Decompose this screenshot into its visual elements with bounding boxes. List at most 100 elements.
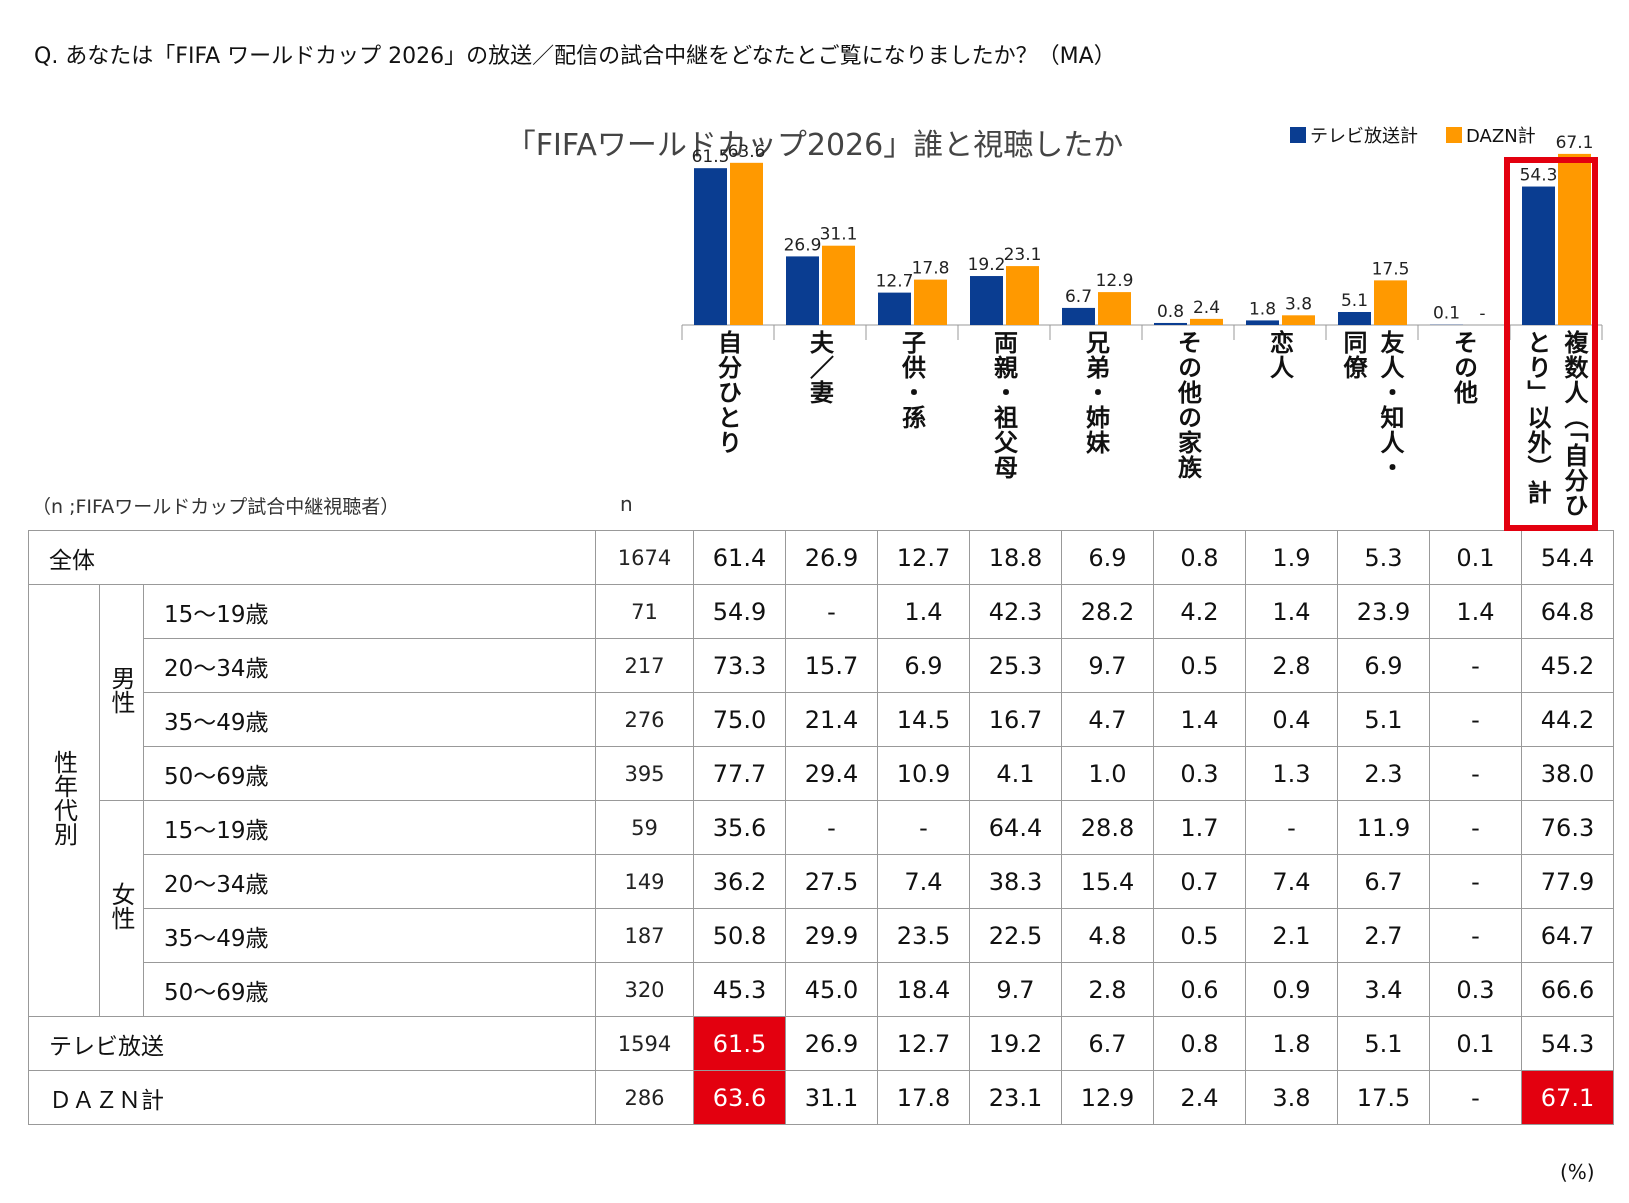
bar-value-label: 26.9 — [784, 235, 822, 255]
n-cell: 395 — [595, 746, 694, 801]
value-cell: 1.4 — [1245, 584, 1338, 639]
row-label: 20～34歳 — [143, 638, 596, 693]
value-cell: 66.6 — [1521, 962, 1614, 1017]
table-row: 性年代別 男性 15～19歳 71 54.9-1.4 42.3 28.2 4.2 1.4 23.9… — [28, 584, 1614, 1017]
row-label: 15～19歳 — [143, 800, 596, 855]
question-text: Q. あなたは「FIFA ワールドカップ 2026」の放送／配信の試合中継をどな… — [34, 44, 1116, 69]
value-cell: 12.7 — [877, 1016, 970, 1071]
value-cell: 73.3 — [693, 638, 786, 693]
row-label: 20～34歳 — [143, 854, 596, 909]
value-cell: - — [1429, 1070, 1522, 1125]
bar-dazn — [1006, 266, 1039, 325]
value-cell: 23.9 — [1337, 584, 1430, 639]
value-cell: 5.1 — [1337, 1016, 1430, 1071]
value-cell: 64.4 — [969, 800, 1062, 855]
column-header-text: その他 — [1449, 330, 1478, 405]
legend: テレビ放送計 DAZN計 — [1290, 122, 1536, 148]
bar-tv — [878, 292, 911, 325]
value-cell: 27.5 — [785, 854, 878, 909]
bar-value-label: 63.6 — [728, 142, 766, 162]
value-cell: 76.3 — [1521, 800, 1614, 855]
value-cell: 12.9 — [1061, 1070, 1154, 1125]
value-cell: 0.1 — [1429, 1016, 1522, 1071]
row-label: 35～49歳 — [143, 692, 596, 747]
value-cell: 9.7 — [969, 962, 1062, 1017]
bar-tv — [1338, 311, 1371, 325]
value-cell: 21.4 — [785, 692, 878, 747]
value-cell: - — [1429, 638, 1522, 693]
bar-tv — [786, 256, 819, 325]
value-cell: 5.3 — [1337, 530, 1430, 585]
table-row: ＤＡＺＮ計 286 63.6 31.1 17.8 23.1 12.9 2.4 3.8 17.5-6… — [28, 1070, 1614, 1125]
value-cell: 1.7 — [1153, 800, 1246, 855]
value-cell: 36.2 — [693, 854, 786, 909]
group-label: 性年代別 — [49, 749, 78, 846]
value-cell: 0.6 — [1153, 962, 1246, 1017]
value-cell: 17.5 — [1337, 1070, 1430, 1125]
value-cell: 44.2 — [1521, 692, 1614, 747]
column-header: その他の家族 — [1142, 330, 1234, 530]
gender-label-cell: 女性 — [99, 800, 144, 1017]
value-cell: 3.4 — [1337, 962, 1430, 1017]
value-cell: 1.8 — [1245, 1016, 1338, 1071]
bar-value-label: 0.1 — [1433, 304, 1460, 324]
value-cell: 28.8 — [1061, 800, 1154, 855]
bar-value-label: 0.8 — [1157, 302, 1184, 322]
row-label: 35～49歳 — [143, 908, 596, 963]
value-cell: 2.1 — [1245, 908, 1338, 963]
column-header-text: 自分ひとり — [713, 330, 742, 455]
value-cell: 45.2 — [1521, 638, 1614, 693]
table-row: 20～34歳 149 36.2 27.5 7.4 38.3 15.4 0.7 7.4 6.7-77… — [29, 854, 1614, 909]
value-cell: 2.7 — [1337, 908, 1430, 963]
value-cell: 26.9 — [785, 1016, 878, 1071]
n-cell: 1674 — [595, 530, 694, 585]
value-cell: 0.4 — [1245, 692, 1338, 747]
value-cell: 23.5 — [877, 908, 970, 963]
value-cell: 6.9 — [1061, 530, 1154, 585]
value-cell: 10.9 — [877, 746, 970, 801]
value-cell: 6.9 — [877, 638, 970, 693]
column-header-text: その他の家族 — [1173, 330, 1202, 480]
n-cell: 59 — [595, 800, 694, 855]
value-cell: 25.3 — [969, 638, 1062, 693]
value-cell: 11.9 — [1337, 800, 1430, 855]
data-table: 全体 1674 61.4 26.9 12.7 18.8 6.9 0.8 1.9 5.3 0.1 54.… — [28, 530, 1614, 1125]
value-cell: 4.8 — [1061, 908, 1154, 963]
table-row: 35～49歳 276 75.0 21.4 14.5 16.7 4.7 1.4 0.4 5.1-44… — [29, 692, 1614, 747]
value-cell: - — [1429, 800, 1522, 855]
legend-swatch-tv — [1290, 127, 1306, 143]
bar-value-label: 3.8 — [1285, 294, 1312, 314]
value-cell: 77.9 — [1521, 854, 1614, 909]
bar-value-label: 12.7 — [876, 272, 914, 292]
value-cell: 4.1 — [969, 746, 1062, 801]
value-cell: 42.3 — [969, 584, 1062, 639]
row-label: テレビ放送 — [28, 1016, 596, 1071]
column-header: 複数人（「自分ひ とり」以外）計 — [1510, 330, 1602, 530]
value-cell: 1.4 — [1153, 692, 1246, 747]
value-cell: 38.0 — [1521, 746, 1614, 801]
highlight-box — [1504, 157, 1598, 531]
legend-label-dazn: DAZN計 — [1466, 126, 1536, 147]
column-header-text: 友人・知人・ — [1376, 330, 1404, 480]
n-cell: 276 — [595, 692, 694, 747]
value-cell: 19.2 — [969, 1016, 1062, 1071]
n-cell: 149 — [595, 854, 694, 909]
row-label: 50～69歳 — [143, 962, 596, 1017]
column-header: 友人・知人・ 同僚 — [1326, 330, 1418, 530]
value-cell: 0.3 — [1153, 746, 1246, 801]
value-cell: 0.8 — [1153, 530, 1246, 585]
bar-tv — [1062, 307, 1095, 325]
column-header: 夫／妻 — [774, 330, 866, 530]
n-cell: 187 — [595, 908, 694, 963]
column-header: その他 — [1418, 330, 1510, 530]
legend-label-tv: テレビ放送計 — [1310, 126, 1418, 147]
value-cell: 0.5 — [1153, 638, 1246, 693]
bar-value-label: 17.5 — [1372, 259, 1410, 279]
row-label: ＤＡＺＮ計 — [28, 1070, 596, 1125]
value-cell: 2.4 — [1153, 1070, 1246, 1125]
n-cell: 71 — [595, 584, 694, 639]
column-header-text: 同僚 — [1339, 330, 1367, 380]
bar-value-label: 1.8 — [1249, 299, 1276, 319]
bar-dazn — [730, 162, 763, 325]
value-cell: 29.9 — [785, 908, 878, 963]
